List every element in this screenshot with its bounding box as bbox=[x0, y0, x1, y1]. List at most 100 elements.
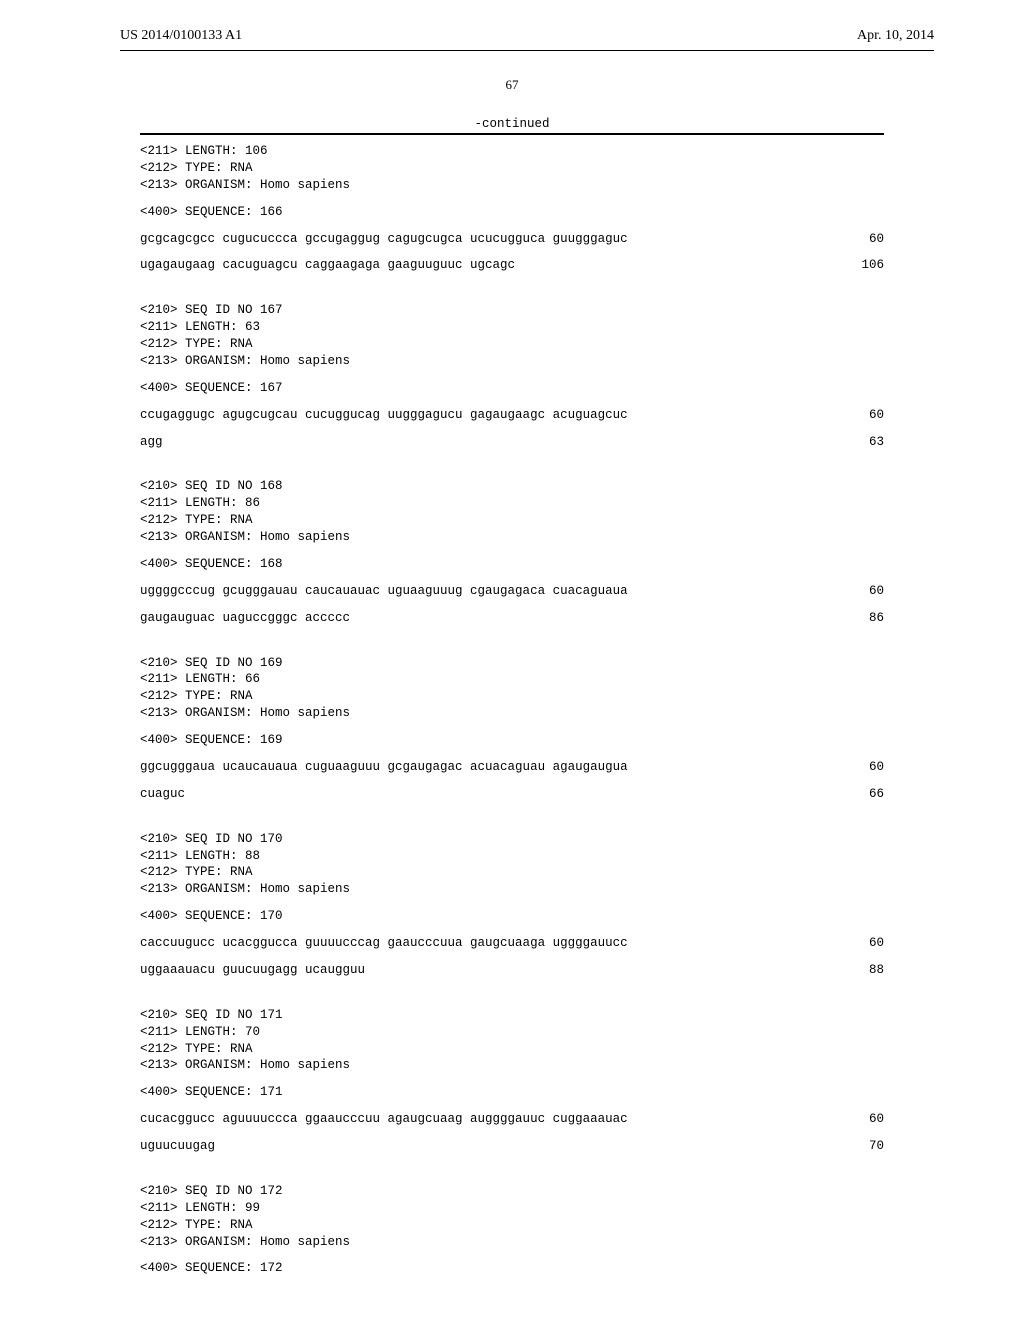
sequence-text: ccugaggugc agugcugcau cucuggucag uugggag… bbox=[140, 407, 628, 424]
publication-number: US 2014/0100133 A1 bbox=[120, 28, 242, 44]
spacer bbox=[140, 370, 884, 380]
spacer bbox=[140, 898, 884, 908]
page-number: 67 bbox=[0, 77, 1024, 93]
block-spacer bbox=[140, 627, 884, 645]
seq-meta-line: <210> SEQ ID NO 168 bbox=[140, 478, 884, 495]
seq-meta-line: <212> TYPE: RNA bbox=[140, 688, 884, 705]
sequence-position: 60 bbox=[849, 935, 884, 952]
spacer bbox=[140, 749, 884, 759]
block-spacer bbox=[140, 979, 884, 997]
spacer bbox=[140, 722, 884, 732]
seq-meta-line: <213> ORGANISM: Homo sapiens bbox=[140, 881, 884, 898]
seq-meta-line: <213> ORGANISM: Homo sapiens bbox=[140, 529, 884, 546]
seq-meta-line: <210> SEQ ID NO 171 bbox=[140, 1007, 884, 1024]
page-header: US 2014/0100133 A1 Apr. 10, 2014 bbox=[0, 0, 1024, 48]
block-spacer bbox=[140, 450, 884, 468]
block-spacer bbox=[140, 803, 884, 821]
spacer bbox=[140, 424, 884, 434]
seq-meta-line: <211> LENGTH: 66 bbox=[140, 671, 884, 688]
seq-meta-line: <212> TYPE: RNA bbox=[140, 1041, 884, 1058]
sequence-position: 66 bbox=[849, 786, 884, 803]
seq-meta-line: <210> SEQ ID NO 169 bbox=[140, 655, 884, 672]
seq-meta-line: <210> SEQ ID NO 172 bbox=[140, 1183, 884, 1200]
spacer bbox=[140, 952, 884, 962]
seq-meta-line: <213> ORGANISM: Homo sapiens bbox=[140, 177, 884, 194]
seq-meta-line: <212> TYPE: RNA bbox=[140, 864, 884, 881]
seq-meta-line: <212> TYPE: RNA bbox=[140, 512, 884, 529]
sequence-label: <400> SEQUENCE: 166 bbox=[140, 204, 884, 221]
seq-meta-line: <211> LENGTH: 70 bbox=[140, 1024, 884, 1041]
seq-meta-line: <211> LENGTH: 86 bbox=[140, 495, 884, 512]
sequence-listing-body: <211> LENGTH: 106<212> TYPE: RNA<213> OR… bbox=[140, 143, 884, 1277]
sequence-text: ugagaugaag cacuguagcu caggaagaga gaaguug… bbox=[140, 257, 515, 274]
sequence-position: 70 bbox=[849, 1138, 884, 1155]
sequence-label: <400> SEQUENCE: 169 bbox=[140, 732, 884, 749]
spacer bbox=[140, 546, 884, 556]
continued-label: -continued bbox=[140, 117, 884, 131]
section-rule-top bbox=[140, 133, 884, 135]
sequence-row: agg 63 bbox=[140, 434, 884, 451]
sequence-text: uggggcccug gcugggauau caucauauac uguaagu… bbox=[140, 583, 628, 600]
spacer bbox=[140, 573, 884, 583]
seq-meta-line: <211> LENGTH: 63 bbox=[140, 319, 884, 336]
sequence-row: caccuugucc ucacggucca guuuucccag gaauccc… bbox=[140, 935, 884, 952]
spacer bbox=[140, 194, 884, 204]
sequence-label: <400> SEQUENCE: 171 bbox=[140, 1084, 884, 1101]
sequence-row: cucacggucc aguuuuccca ggaaucccuu agaugcu… bbox=[140, 1111, 884, 1128]
seq-meta-line: <213> ORGANISM: Homo sapiens bbox=[140, 705, 884, 722]
sequence-text: cucacggucc aguuuuccca ggaaucccuu agaugcu… bbox=[140, 1111, 628, 1128]
sequence-text: ggcugggaua ucaucauaua cuguaaguuu gcgauga… bbox=[140, 759, 628, 776]
spacer bbox=[140, 468, 884, 478]
sequence-row: uggaaauacu guucuugagg ucaugguu 88 bbox=[140, 962, 884, 979]
sequence-text: uguucuugag bbox=[140, 1138, 215, 1155]
spacer bbox=[140, 1250, 884, 1260]
seq-meta-line: <210> SEQ ID NO 170 bbox=[140, 831, 884, 848]
seq-meta-line: <211> LENGTH: 106 bbox=[140, 143, 884, 160]
spacer bbox=[140, 776, 884, 786]
sequence-text: cuaguc bbox=[140, 786, 185, 803]
spacer bbox=[140, 1101, 884, 1111]
seq-meta-line: <210> SEQ ID NO 167 bbox=[140, 302, 884, 319]
seq-meta-line: <211> LENGTH: 88 bbox=[140, 848, 884, 865]
sequence-position: 60 bbox=[849, 1111, 884, 1128]
sequence-text: gaugauguac uaguccgggc accccc bbox=[140, 610, 350, 627]
sequence-position: 60 bbox=[849, 583, 884, 600]
sequence-position: 60 bbox=[849, 407, 884, 424]
seq-meta-line: <212> TYPE: RNA bbox=[140, 336, 884, 353]
seq-meta-line: <211> LENGTH: 99 bbox=[140, 1200, 884, 1217]
sequence-position: 106 bbox=[841, 257, 884, 274]
sequence-label: <400> SEQUENCE: 170 bbox=[140, 908, 884, 925]
spacer bbox=[140, 221, 884, 231]
spacer bbox=[140, 821, 884, 831]
sequence-row: gaugauguac uaguccgggc accccc 86 bbox=[140, 610, 884, 627]
sequence-position: 63 bbox=[849, 434, 884, 451]
block-spacer bbox=[140, 274, 884, 292]
sequence-row: gcgcagcgcc cugucuccca gccugaggug cagugcu… bbox=[140, 231, 884, 248]
seq-meta-line: <213> ORGANISM: Homo sapiens bbox=[140, 1057, 884, 1074]
seq-meta-line: <212> TYPE: RNA bbox=[140, 160, 884, 177]
sequence-position: 86 bbox=[849, 610, 884, 627]
spacer bbox=[140, 1128, 884, 1138]
spacer bbox=[140, 292, 884, 302]
sequence-row: ggcugggaua ucaucauaua cuguaaguuu gcgauga… bbox=[140, 759, 884, 776]
sequence-row: uggggcccug gcugggauau caucauauac uguaagu… bbox=[140, 583, 884, 600]
sequence-text: uggaaauacu guucuugagg ucaugguu bbox=[140, 962, 365, 979]
seq-meta-line: <213> ORGANISM: Homo sapiens bbox=[140, 353, 884, 370]
sequence-label: <400> SEQUENCE: 172 bbox=[140, 1260, 884, 1277]
spacer bbox=[140, 1074, 884, 1084]
sequence-row: cuaguc 66 bbox=[140, 786, 884, 803]
spacer bbox=[140, 247, 884, 257]
sequence-text: caccuugucc ucacggucca guuuucccag gaauccc… bbox=[140, 935, 628, 952]
sequence-row: uguucuugag 70 bbox=[140, 1138, 884, 1155]
sequence-row: ugagaugaag cacuguagcu caggaagaga gaaguug… bbox=[140, 257, 884, 274]
sequence-position: 88 bbox=[849, 962, 884, 979]
spacer bbox=[140, 397, 884, 407]
sequence-position: 60 bbox=[849, 759, 884, 776]
sequence-label: <400> SEQUENCE: 168 bbox=[140, 556, 884, 573]
header-rule bbox=[120, 50, 934, 51]
spacer bbox=[140, 997, 884, 1007]
spacer bbox=[140, 925, 884, 935]
spacer bbox=[140, 1173, 884, 1183]
seq-meta-line: <213> ORGANISM: Homo sapiens bbox=[140, 1234, 884, 1251]
sequence-text: agg bbox=[140, 434, 163, 451]
